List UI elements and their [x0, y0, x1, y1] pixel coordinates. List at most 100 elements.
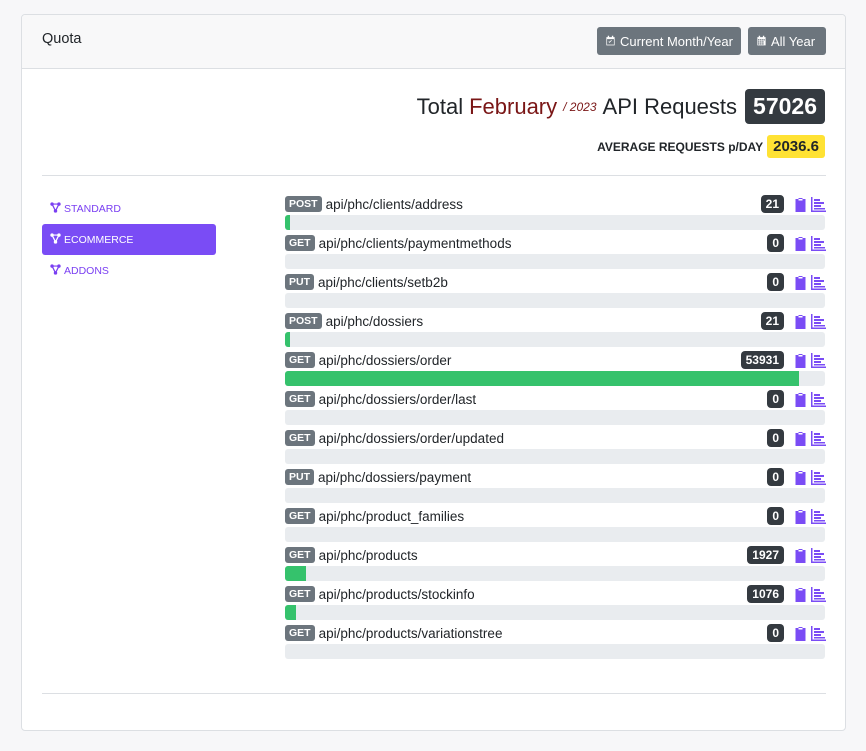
bar-chart-icon[interactable]: [811, 391, 826, 407]
clipboard-icon[interactable]: [794, 236, 807, 251]
http-method-badge: GET: [285, 430, 315, 446]
quota-card: Quota Current Month/Year All Year Total …: [21, 14, 846, 731]
endpoint-path: api/phc/clients/setb2b: [318, 274, 448, 290]
request-count-badge: 1076: [747, 585, 784, 603]
clipboard-icon[interactable]: [794, 431, 807, 446]
endpoint-header: GET api/phc/product_families 0: [285, 505, 826, 527]
request-count-badge: 0: [767, 624, 784, 642]
endpoint-row: GET api/phc/dossiers/order/updated 0: [285, 427, 826, 466]
endpoint-row: POST api/phc/clients/address 21: [285, 193, 826, 232]
total-count-badge: 57026: [745, 89, 825, 124]
bar-chart-icon[interactable]: [811, 352, 826, 368]
request-count-badge: 0: [767, 234, 784, 252]
http-method-badge: GET: [285, 625, 315, 641]
endpoint-header: PUT api/phc/clients/setb2b 0: [285, 271, 826, 293]
calendar-check-icon: [605, 34, 616, 49]
total-prefix: Total: [416, 93, 464, 119]
progress-track: [285, 449, 825, 464]
sitemap-icon: [50, 263, 61, 278]
endpoint-row: PUT api/phc/clients/setb2b 0: [285, 271, 826, 310]
bar-chart-icon[interactable]: [811, 274, 826, 290]
card-header: Quota Current Month/Year All Year: [22, 15, 845, 69]
progress-fill: [285, 371, 800, 386]
progress-fill: [285, 215, 290, 230]
clipboard-icon[interactable]: [794, 314, 807, 329]
nav-item-standard[interactable]: STANDARD: [42, 193, 216, 224]
clipboard-icon[interactable]: [794, 353, 807, 368]
bar-chart-icon[interactable]: [811, 235, 826, 251]
endpoint-path: api/phc/clients/address: [325, 196, 463, 212]
all-year-label: All Year: [771, 33, 816, 49]
endpoint-header: GET api/phc/dossiers/order 53931: [285, 349, 826, 371]
current-month-year-button[interactable]: Current Month/Year: [597, 27, 741, 55]
nav-item-ecommerce[interactable]: ECOMMERCE: [42, 224, 216, 255]
clipboard-icon[interactable]: [794, 587, 807, 602]
request-count-badge: 0: [767, 468, 784, 486]
total-requests: Total February / 2023 API Requests 57026: [417, 89, 825, 124]
progress-track: [285, 332, 825, 347]
endpoint-path: api/phc/dossiers/order/last: [318, 391, 477, 407]
endpoint-row: GET api/phc/dossiers/order/last 0: [285, 388, 826, 427]
http-method-badge: GET: [285, 235, 315, 251]
endpoint-path: api/phc/products: [318, 547, 418, 563]
endpoint-row: GET api/phc/products 1927: [285, 544, 826, 583]
bar-chart-icon[interactable]: [811, 430, 826, 446]
clipboard-icon[interactable]: [794, 509, 807, 524]
bar-chart-icon[interactable]: [811, 586, 826, 602]
top-divider: [42, 175, 826, 176]
sitemap-icon: [50, 201, 61, 216]
request-count-badge: 21: [760, 195, 784, 213]
progress-track: [285, 488, 825, 503]
endpoint-path: api/phc/dossiers/payment: [318, 469, 472, 485]
bottom-divider: [42, 693, 826, 694]
bar-chart-icon[interactable]: [811, 508, 826, 524]
http-method-badge: PUT: [285, 274, 314, 290]
clipboard-icon[interactable]: [794, 392, 807, 407]
endpoint-path: api/phc/dossiers/order: [318, 352, 452, 368]
clipboard-icon[interactable]: [794, 548, 807, 563]
progress-track: [285, 410, 825, 425]
bar-chart-icon[interactable]: [811, 313, 826, 329]
bar-chart-icon[interactable]: [811, 547, 826, 563]
endpoint-path: api/phc/clients/paymentmethods: [318, 235, 512, 251]
endpoint-header: GET api/phc/products/variationstree 0: [285, 622, 826, 644]
endpoint-header: POST api/phc/dossiers 21: [285, 310, 826, 332]
http-method-badge: GET: [285, 391, 315, 407]
bar-chart-icon[interactable]: [811, 625, 826, 641]
request-count-badge: 1927: [747, 546, 784, 564]
nav-item-addons[interactable]: ADDONS: [42, 255, 216, 286]
endpoint-path: api/phc/dossiers: [325, 313, 424, 329]
progress-fill: [285, 332, 290, 347]
endpoint-path: api/phc/product_families: [318, 508, 465, 524]
clipboard-icon[interactable]: [794, 275, 807, 290]
clipboard-icon[interactable]: [794, 470, 807, 485]
endpoint-row: GET api/phc/dossiers/order 53931: [285, 349, 826, 388]
endpoint-header: GET api/phc/dossiers/order/last 0: [285, 388, 826, 410]
progress-fill: [285, 566, 307, 581]
category-nav: STANDARD ECOMMERCE ADDONS: [42, 193, 216, 286]
total-month: February: [469, 93, 558, 119]
nav-item-label: ADDONS: [64, 264, 109, 277]
endpoint-header: GET api/phc/products 1927: [285, 544, 826, 566]
request-count-badge: 53931: [740, 351, 784, 369]
endpoint-header: GET api/phc/products/stockinfo 1076: [285, 583, 826, 605]
progress-track: [285, 215, 825, 230]
bar-chart-icon[interactable]: [811, 196, 826, 212]
progress-fill: [285, 605, 296, 620]
clipboard-icon[interactable]: [794, 626, 807, 641]
progress-track: [285, 527, 825, 542]
endpoint-row: GET api/phc/products/stockinfo 1076: [285, 583, 826, 622]
all-year-button[interactable]: All Year: [748, 27, 826, 55]
clipboard-icon[interactable]: [794, 197, 807, 212]
bar-chart-icon[interactable]: [811, 469, 826, 485]
request-count-badge: 0: [767, 273, 784, 291]
sitemap-icon: [50, 232, 61, 247]
avg-value-badge: 2036.6: [767, 135, 825, 158]
endpoint-row: GET api/phc/product_families 0: [285, 505, 826, 544]
http-method-badge: GET: [285, 586, 315, 602]
endpoint-header: POST api/phc/clients/address 21: [285, 193, 826, 215]
endpoint-list: POST api/phc/clients/address 21 GET api/phc/…: [285, 193, 826, 661]
card-title: Quota: [42, 31, 82, 47]
request-count-badge: 0: [767, 507, 784, 525]
endpoint-path: api/phc/dossiers/order/updated: [318, 430, 504, 446]
